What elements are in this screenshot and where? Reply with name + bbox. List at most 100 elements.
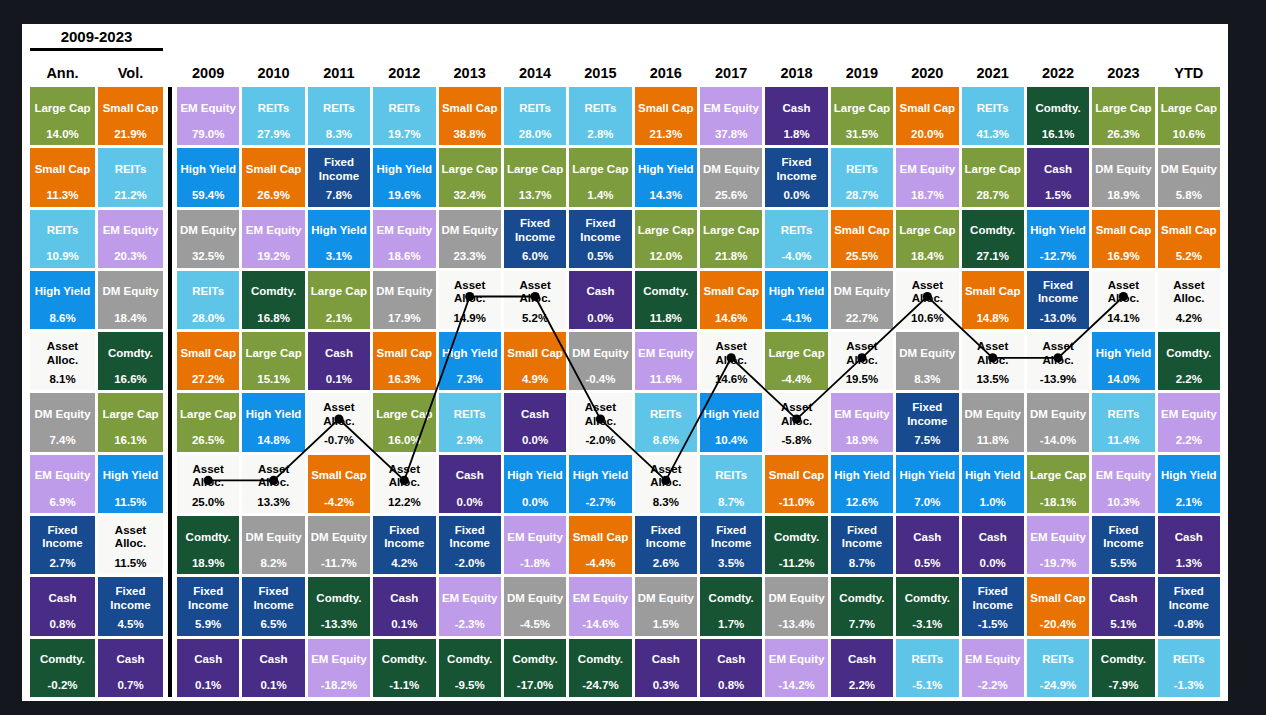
return-cell: Fixed Income0.5% [569, 210, 631, 268]
asset-class-label: Cash [325, 332, 353, 373]
return-value: -14.0% [1040, 434, 1076, 452]
return-value: 0.0% [522, 434, 548, 452]
return-cell: High Yield59.4% [177, 148, 239, 206]
column-header-2019: 2019 [831, 62, 893, 84]
return-cell: Fixed Income6.0% [504, 210, 566, 268]
return-cell: Cash1.5% [1027, 148, 1089, 206]
column-header-2016: 2016 [635, 62, 697, 84]
return-value: 8.3% [914, 373, 940, 391]
return-value: 25.5% [846, 250, 879, 268]
asset-class-label: Comdty. [108, 332, 153, 373]
asset-class-label: Cash [1109, 577, 1137, 618]
return-value: 17.9% [388, 312, 421, 330]
asset-class-label: Large Cap [180, 393, 236, 434]
return-cell: REITs2.8% [569, 87, 631, 145]
return-cell: Asset Alloc.8.3% [635, 455, 697, 513]
return-cell: Large Cap31.5% [831, 87, 893, 145]
return-cell: Fixed Income-0.8% [1158, 577, 1220, 635]
return-value: 18.6% [388, 250, 421, 268]
return-cell: Cash0.0% [569, 271, 631, 329]
asset-class-label: Large Cap [102, 393, 158, 434]
return-value: -4.2% [324, 496, 354, 514]
return-value: 7.7% [849, 618, 875, 636]
return-value: 2.7% [49, 557, 75, 575]
return-cell: EM Equity10.3% [1092, 455, 1154, 513]
asset-class-label: Fixed Income [374, 516, 434, 557]
return-cell: Cash0.5% [896, 516, 958, 574]
return-cell: DM Equity-13.4% [765, 577, 827, 635]
return-cell: DM Equity7.4% [30, 393, 95, 451]
asset-class-label: Asset Alloc. [101, 516, 161, 557]
return-cell: Cash0.0% [962, 516, 1024, 574]
return-cell: Large Cap10.6% [1158, 87, 1220, 145]
return-cell: Comdty.16.8% [242, 271, 304, 329]
return-value: -11.7% [321, 557, 357, 575]
return-value: -1.8% [520, 557, 550, 575]
return-value: 2.2% [849, 679, 875, 697]
asset-class-label: Comdty. [578, 639, 623, 680]
return-cell: Large Cap16.0% [373, 393, 435, 451]
return-value: -20.4% [1040, 618, 1076, 636]
summary-period-title: 2009-2023 [30, 28, 163, 51]
asset-class-label: High Yield [1096, 332, 1152, 373]
return-cell: Large Cap21.8% [700, 210, 762, 268]
asset-class-label: DM Equity [899, 332, 955, 373]
return-value: 19.6% [388, 189, 421, 207]
asset-class-label: Cash [194, 639, 222, 680]
return-value: 0.5% [587, 250, 613, 268]
return-value: 11.3% [47, 189, 79, 207]
return-value: -0.7% [324, 434, 354, 452]
return-cell: Asset Alloc.5.2% [504, 271, 566, 329]
return-value: -24.9% [1040, 679, 1076, 697]
return-value: 37.8% [715, 128, 748, 146]
asset-class-label: Comdty. [905, 577, 950, 618]
return-cell: Large Cap14.0% [30, 87, 95, 145]
asset-class-label: DM Equity [572, 332, 628, 373]
return-value: 14.8% [976, 312, 1009, 330]
return-value: -4.1% [782, 312, 812, 330]
asset-class-label: Small Cap [180, 332, 236, 373]
asset-class-label: High Yield [703, 393, 759, 434]
return-value: 21.2% [114, 189, 147, 207]
return-value: 12.6% [846, 496, 879, 514]
return-cell: Cash0.1% [242, 639, 304, 697]
asset-class-label: DM Equity [638, 577, 694, 618]
return-cell: Cash0.1% [308, 332, 370, 390]
asset-class-label: DM Equity [1095, 148, 1151, 189]
return-value: -13.9% [1040, 373, 1076, 391]
return-value: 8.6% [653, 434, 679, 452]
return-value: 11.5% [115, 496, 147, 514]
return-value: 8.1% [49, 373, 75, 391]
return-cell: Small Cap4.9% [504, 332, 566, 390]
return-cell: Cash0.1% [373, 577, 435, 635]
asset-class-label: Large Cap [965, 148, 1021, 189]
asset-class-label: Small Cap [311, 455, 367, 496]
return-cell: Cash1.8% [765, 87, 827, 145]
asset-class-label: Small Cap [703, 271, 759, 312]
return-cell: Fixed Income7.8% [308, 148, 370, 206]
return-cell: Fixed Income-1.5% [962, 577, 1024, 635]
return-value: 12.0% [650, 250, 683, 268]
return-cell: Comdty.11.8% [635, 271, 697, 329]
column-header-2011: 2011 [308, 62, 370, 84]
asset-class-label: Comdty. [40, 639, 85, 680]
return-value: -2.0% [585, 434, 615, 452]
asset-class-label: REITs [388, 87, 420, 128]
return-value: 5.2% [522, 312, 548, 330]
return-value: -0.8% [1174, 618, 1204, 636]
return-cell: Asset Alloc.19.5% [831, 332, 893, 390]
asset-class-label: EM Equity [246, 210, 302, 251]
return-value: 7.3% [457, 373, 483, 391]
asset-class-label: Comdty. [1101, 639, 1146, 680]
return-value: -18.1% [1040, 496, 1076, 514]
return-cell: EM Equity20.3% [98, 210, 163, 268]
asset-class-label: REITs [258, 87, 290, 128]
return-value: 14.6% [715, 373, 748, 391]
return-cell: DM Equity-14.0% [1027, 393, 1089, 451]
return-value: 10.6% [911, 312, 944, 330]
return-cell: Fixed Income3.5% [700, 516, 762, 574]
return-value: 7.5% [914, 434, 940, 452]
return-value: -19.7% [1040, 557, 1076, 575]
return-cell: Asset Alloc.14.1% [1092, 271, 1154, 329]
asset-class-label: Large Cap [376, 393, 432, 434]
